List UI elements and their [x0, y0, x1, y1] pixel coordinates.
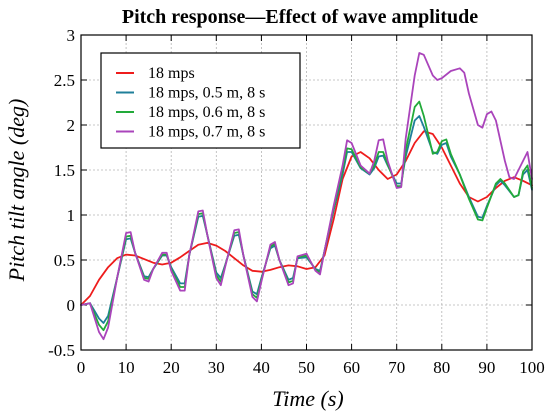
chart-title: Pitch response—Effect of wave amplitude [122, 6, 478, 28]
legend: 18 mps 18 mps, 0.5 m, 8 s 18 mps, 0.6 m, 8… [100, 52, 301, 149]
x-tick-label: 20 [163, 358, 180, 377]
x-tick-labels: 0 10 20 30 40 50 60 70 80 90 100 [77, 358, 545, 377]
series-lines [80, 52, 533, 341]
x-tick-label: 0 [77, 358, 86, 377]
x-tick-label: 30 [208, 358, 225, 377]
y-axis-label: Pitch tilt angle (deg) [4, 99, 29, 283]
legend-label-4: 18 mps, 0.7 m, 8 s [148, 124, 265, 141]
y-tick-label: 0 [67, 296, 76, 315]
y-tick-label: 1 [67, 206, 76, 225]
series-line-4 [80, 52, 533, 341]
x-tick-label: 80 [433, 358, 450, 377]
y-tick-labels: -0.5 0 0.5 1 1.5 2 2.5 3 [48, 26, 75, 360]
legend-label-2: 18 mps, 0.5 m, 8 s [148, 85, 265, 102]
x-tick-label: 100 [519, 358, 545, 377]
y-tick-label: 3 [67, 26, 76, 45]
y-tick-label: 1.5 [54, 161, 75, 180]
x-tick-label: 60 [343, 358, 360, 377]
x-tick-label: 70 [388, 358, 405, 377]
x-tick-label: 90 [478, 358, 495, 377]
x-tick-label: 40 [253, 358, 270, 377]
x-axis-label: Time (s) [272, 386, 344, 411]
y-tick-label: 0.5 [54, 251, 75, 270]
plot-frame [80, 34, 533, 351]
legend-label-3: 18 mps, 0.6 m, 8 s [148, 104, 265, 121]
y-tick-label: 2.5 [54, 71, 75, 90]
x-tick-label: 50 [298, 358, 315, 377]
legend-box [100, 52, 301, 149]
legend-label-1: 18 mps [148, 65, 195, 82]
x-tick-label: 10 [118, 358, 135, 377]
y-tick-label: 2 [67, 116, 76, 135]
y-tick-label: -0.5 [48, 341, 75, 360]
